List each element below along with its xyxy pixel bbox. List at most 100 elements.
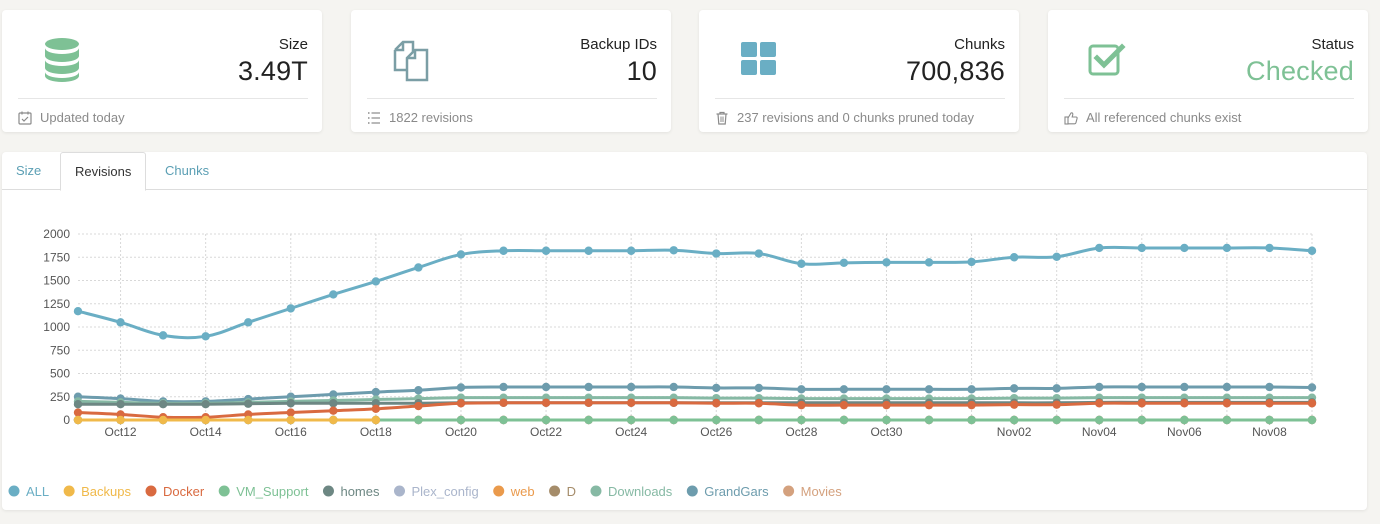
legend-item-downloads[interactable]: Downloads: [590, 484, 673, 499]
data-point: [967, 400, 976, 410]
data-point: [1137, 382, 1146, 392]
legend-item-d[interactable]: D: [549, 484, 576, 499]
legend-label: GrandGars: [704, 484, 769, 499]
data-point: [456, 383, 466, 392]
y-tick-label: 0: [63, 413, 70, 427]
list-icon: [368, 111, 380, 124]
tab-revisions[interactable]: Revisions: [60, 152, 147, 191]
data-point: [499, 415, 508, 425]
data-point: [882, 258, 891, 267]
data-point: [754, 399, 764, 408]
chunks-card: Chunks 700,836 237 revisions and 0 chunk…: [699, 10, 1019, 132]
x-tick-label: Oct20: [445, 425, 477, 439]
data-point: [1307, 415, 1317, 425]
x-tick-label: Oct24: [615, 425, 647, 439]
data-point: [499, 398, 508, 407]
legend-swatch: [145, 485, 157, 497]
data-point: [1137, 415, 1146, 425]
data-point: [201, 332, 210, 341]
data-point: [1222, 382, 1232, 392]
legend-item-vm-support[interactable]: VM_Support: [218, 484, 309, 499]
x-tick-label: Nov08: [1252, 425, 1287, 439]
legend-label: VM_Support: [236, 484, 309, 499]
trash-icon: [716, 111, 728, 125]
x-tick-label: Oct12: [105, 425, 137, 439]
data-point: [839, 385, 849, 394]
legend-item-plex-config[interactable]: Plex_config: [394, 484, 479, 499]
data-point: [712, 415, 721, 425]
legend-item-homes[interactable]: homes: [322, 484, 380, 499]
data-point: [1052, 384, 1061, 393]
data-point: [73, 408, 83, 417]
legend-swatch: [394, 485, 405, 497]
legend-item-backups[interactable]: Backups: [63, 484, 132, 499]
data-point: [1222, 243, 1232, 253]
chart-grid: [78, 233, 1313, 421]
data-point: [541, 398, 551, 407]
y-tick-label: 2000: [43, 227, 70, 241]
data-point: [924, 258, 934, 267]
data-point: [73, 399, 83, 409]
data-point: [967, 385, 976, 394]
data-point: [329, 415, 338, 425]
data-point: [1180, 399, 1189, 408]
data-point: [626, 246, 636, 255]
legend-label: Backups: [81, 484, 131, 499]
legend-swatch: [493, 485, 505, 497]
x-tick-label: Oct30: [870, 425, 902, 439]
data-point: [1095, 399, 1104, 408]
data-point: [626, 398, 636, 407]
data-point: [201, 415, 210, 425]
data-point: [541, 382, 551, 392]
data-point: [754, 415, 764, 425]
x-tick-label: Oct22: [530, 425, 562, 439]
tab-chunks[interactable]: Chunks: [165, 163, 210, 178]
card-title: Chunks: [954, 36, 1005, 53]
grid-icon: [741, 42, 776, 75]
data-point: [541, 246, 551, 255]
legend-swatch: [218, 485, 230, 497]
series-downloads: [73, 393, 1317, 408]
card-footer-text: All referenced chunks exist: [1086, 110, 1242, 125]
data-point: [414, 401, 423, 411]
tab-size[interactable]: Size: [16, 163, 42, 178]
data-point: [584, 415, 593, 425]
data-point: [882, 385, 891, 394]
data-point: [669, 415, 678, 425]
data-point: [669, 246, 678, 255]
data-point: [201, 399, 210, 409]
card-divider: [1064, 98, 1354, 99]
chart-legend[interactable]: ALL Backups Docker VM_Support homes Plex_conf…: [8, 484, 843, 499]
status-card: Status Checked All referenced chunks exi…: [1048, 10, 1368, 132]
data-point: [712, 399, 721, 408]
data-point: [882, 415, 891, 425]
data-point: [371, 404, 381, 414]
data-point: [1265, 382, 1274, 392]
data-point: [967, 415, 976, 425]
data-point: [158, 331, 168, 340]
data-point: [414, 415, 423, 425]
legend-item-docker[interactable]: Docker: [145, 484, 205, 499]
series-line: [77, 245, 1313, 340]
series-line: [77, 385, 1313, 404]
data-point: [1265, 399, 1274, 408]
legend-item-all[interactable]: ALL: [8, 484, 50, 499]
legend-item-web[interactable]: web: [493, 484, 535, 499]
x-tick-label: Nov04: [1082, 425, 1117, 439]
data-point: [797, 400, 806, 410]
data-point: [712, 249, 721, 258]
data-point: [1307, 383, 1317, 392]
data-point: [584, 246, 593, 255]
chart-panel: Size Revisions Chunks 0 250 500 750 1000 1250…: [2, 152, 1367, 510]
data-point: [1095, 415, 1104, 425]
data-point: [839, 415, 849, 425]
x-tick-label: Oct18: [360, 425, 392, 439]
legend-swatch: [8, 485, 20, 497]
legend-item-movies[interactable]: Movies: [783, 484, 842, 499]
legend-item-grandgars[interactable]: GrandGars: [686, 484, 769, 499]
data-point: [414, 263, 423, 272]
data-point: [1009, 253, 1019, 262]
data-point: [1265, 415, 1274, 425]
data-point: [967, 257, 976, 267]
data-point: [329, 406, 338, 415]
